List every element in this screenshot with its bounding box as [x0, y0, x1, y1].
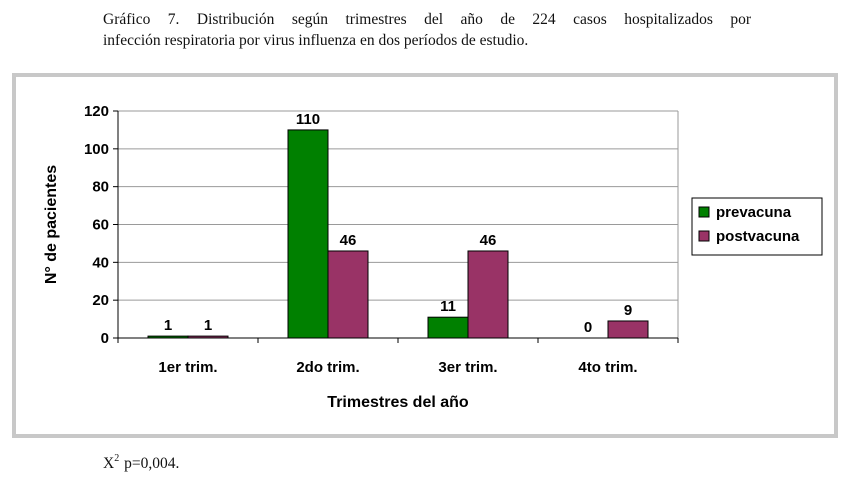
x-tick-label: 1er trim.: [158, 359, 217, 376]
legend-box: [691, 197, 823, 256]
y-tick-label: 20: [92, 292, 109, 309]
chi-exponent: 2: [114, 453, 120, 464]
data-label-postvacuna: 46: [340, 232, 357, 249]
legend-label-postvacuna: postvacuna: [716, 228, 800, 245]
data-label-prevacuna: 110: [296, 111, 320, 128]
y-tick-label: 0: [101, 330, 109, 347]
data-label-prevacuna: 1: [164, 317, 172, 334]
caption-line-2: infección respiratoria por virus influen…: [103, 32, 529, 49]
bar-postvacuna: [607, 320, 649, 339]
data-label-postvacuna: 1: [204, 317, 212, 334]
chart-frame: 1 1 1er trim. 110 46 2do trim. 11 46 3er trim. 0 9…: [12, 73, 838, 438]
x-tick-label: 2do trim.: [296, 359, 359, 376]
y-tick-label: 100: [84, 141, 109, 158]
y-tick-label: 40: [92, 254, 109, 271]
bar-postvacuna: [467, 250, 509, 339]
data-label-prevacuna: 11: [440, 298, 456, 315]
bar-prevacuna: [427, 316, 469, 339]
x-tick-label: 4to trim.: [578, 359, 637, 376]
caption-line-1: Gráfico 7. Distribución según trimestres…: [103, 11, 751, 28]
data-label-postvacuna: 9: [624, 302, 632, 319]
legend-swatch-postvacuna: [698, 230, 710, 242]
y-axis-title: N° de pacientes: [43, 165, 60, 284]
data-label-prevacuna: 0: [584, 319, 592, 336]
bar-prevacuna: [287, 129, 329, 339]
data-label-postvacuna: 46: [480, 232, 497, 249]
chi-square-note: X2 p=0,004.: [103, 453, 179, 473]
p-value: p=0,004.: [120, 455, 180, 472]
chi-symbol: X: [103, 455, 115, 472]
figure-caption: Gráfico 7. Distribución según trimestres…: [103, 9, 751, 51]
bar-postvacuna: [327, 250, 369, 339]
x-tick-label: 3er trim.: [438, 359, 497, 376]
legend-label-prevacuna: prevacuna: [716, 204, 792, 221]
y-tick-label: 80: [92, 179, 109, 196]
y-tick-label: 60: [92, 217, 109, 234]
y-tick-label: 120: [84, 103, 109, 120]
x-axis-title: Trimestres del año: [327, 394, 469, 411]
legend-swatch-prevacuna: [698, 206, 710, 218]
